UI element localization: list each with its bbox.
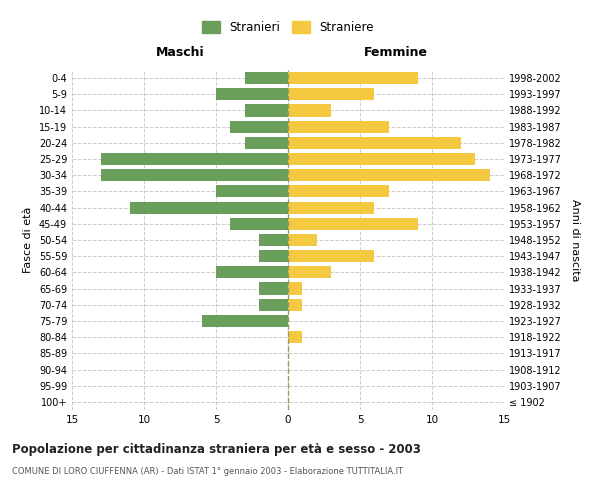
Bar bbox=[288, 331, 302, 343]
Bar bbox=[216, 186, 288, 198]
Bar bbox=[101, 153, 288, 165]
Bar bbox=[259, 234, 288, 246]
Text: COMUNE DI LORO CIUFFENNA (AR) - Dati ISTAT 1° gennaio 2003 - Elaborazione TUTTIT: COMUNE DI LORO CIUFFENNA (AR) - Dati IST… bbox=[12, 468, 403, 476]
Bar bbox=[245, 72, 288, 84]
Bar bbox=[245, 104, 288, 117]
Bar bbox=[288, 202, 374, 213]
Bar bbox=[288, 298, 302, 311]
Bar bbox=[259, 250, 288, 262]
Bar bbox=[259, 298, 288, 311]
Bar bbox=[202, 315, 288, 327]
Y-axis label: Anni di nascita: Anni di nascita bbox=[570, 198, 580, 281]
Bar bbox=[288, 234, 317, 246]
Bar bbox=[288, 250, 374, 262]
Bar bbox=[288, 153, 475, 165]
Bar bbox=[288, 218, 418, 230]
Bar bbox=[230, 218, 288, 230]
Bar bbox=[288, 282, 302, 294]
Bar bbox=[288, 72, 418, 84]
Bar bbox=[230, 120, 288, 132]
Bar bbox=[288, 186, 389, 198]
Bar bbox=[288, 104, 331, 117]
Bar bbox=[288, 88, 374, 101]
Bar bbox=[101, 169, 288, 181]
Bar bbox=[259, 282, 288, 294]
Bar bbox=[130, 202, 288, 213]
Bar bbox=[216, 88, 288, 101]
Text: Maschi: Maschi bbox=[155, 46, 205, 59]
Text: Popolazione per cittadinanza straniera per età e sesso - 2003: Popolazione per cittadinanza straniera p… bbox=[12, 442, 421, 456]
Bar bbox=[216, 266, 288, 278]
Bar bbox=[288, 169, 490, 181]
Text: Femmine: Femmine bbox=[364, 46, 428, 59]
Bar bbox=[288, 137, 461, 149]
Legend: Stranieri, Straniere: Stranieri, Straniere bbox=[196, 14, 380, 40]
Bar bbox=[245, 137, 288, 149]
Bar bbox=[288, 266, 331, 278]
Bar bbox=[288, 120, 389, 132]
Y-axis label: Fasce di età: Fasce di età bbox=[23, 207, 33, 273]
